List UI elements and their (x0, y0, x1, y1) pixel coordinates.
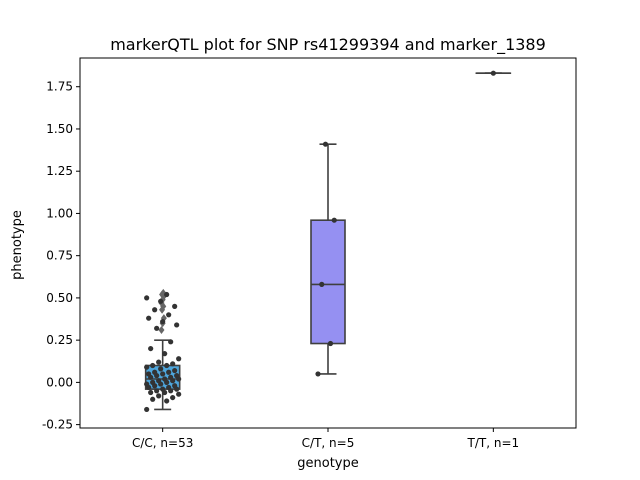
data-point (148, 389, 154, 396)
data-point (150, 379, 156, 385)
data-point (146, 371, 152, 377)
data-point (164, 362, 170, 369)
data-point (150, 396, 156, 402)
y-tick-label: 0.50 (46, 291, 73, 305)
data-point (331, 217, 337, 223)
y-tick-label: 1.75 (46, 80, 73, 94)
data-point (176, 356, 182, 362)
data-point (154, 388, 160, 394)
data-point (162, 376, 168, 382)
x-tick-label: C/C, n=53 (132, 436, 193, 450)
data-point (144, 381, 150, 387)
y-axis-label: phenotype (10, 210, 25, 280)
data-point (168, 374, 174, 380)
data-point (176, 391, 182, 397)
axes-frame (79, 57, 577, 429)
data-point (327, 340, 334, 347)
data-point (156, 359, 162, 365)
data-point (160, 371, 166, 377)
data-point (174, 373, 180, 379)
data-point (152, 307, 158, 313)
y-tick-label: 1.50 (46, 122, 73, 136)
data-point (144, 364, 150, 370)
data-point (162, 351, 168, 357)
data-point (152, 369, 158, 375)
data-point (144, 295, 150, 301)
data-point (150, 362, 156, 369)
x-tick-label: T/T, n=1 (467, 436, 520, 450)
box-body (310, 219, 346, 345)
y-tick-label: 0.75 (46, 249, 73, 263)
data-point (160, 386, 166, 392)
y-tick-label: 1.00 (46, 206, 73, 220)
data-point (322, 141, 329, 147)
data-point (164, 398, 170, 404)
data-point (148, 345, 154, 352)
data-point (166, 384, 172, 391)
data-point (156, 393, 162, 399)
data-point (174, 322, 180, 328)
chart-title: markerQTL plot for SNP rs41299394 and ma… (110, 35, 546, 55)
data-point (158, 298, 164, 304)
data-point (146, 315, 152, 321)
data-point (144, 406, 150, 413)
data-point (170, 361, 176, 367)
data-point (158, 366, 164, 372)
data-point (166, 312, 172, 318)
data-point (319, 281, 325, 287)
plot-area: -0.25 0.00 0.25 0.50 0.75 1.00 1.25 1.50 1.75 C/C… (42, 57, 577, 450)
data-point (168, 339, 174, 345)
y-tick-label: 0.00 (46, 375, 73, 389)
data-point (172, 367, 178, 374)
data-point (490, 70, 496, 76)
x-tick-label: C/T, n=5 (302, 436, 355, 450)
data-point (164, 291, 170, 298)
x-axis-label: genotype (297, 456, 358, 471)
data-point (315, 371, 321, 377)
data-point (172, 383, 178, 389)
data-point (160, 318, 166, 325)
y-tick-label: 1.25 (46, 164, 73, 178)
y-tick-label: 0.25 (46, 333, 73, 347)
data-point (170, 394, 176, 401)
data-point (156, 378, 162, 384)
outlier-marker (158, 326, 165, 335)
data-point (172, 303, 178, 309)
data-point (154, 325, 160, 331)
data-point (166, 369, 172, 375)
y-tick-label: -0.25 (42, 418, 73, 432)
